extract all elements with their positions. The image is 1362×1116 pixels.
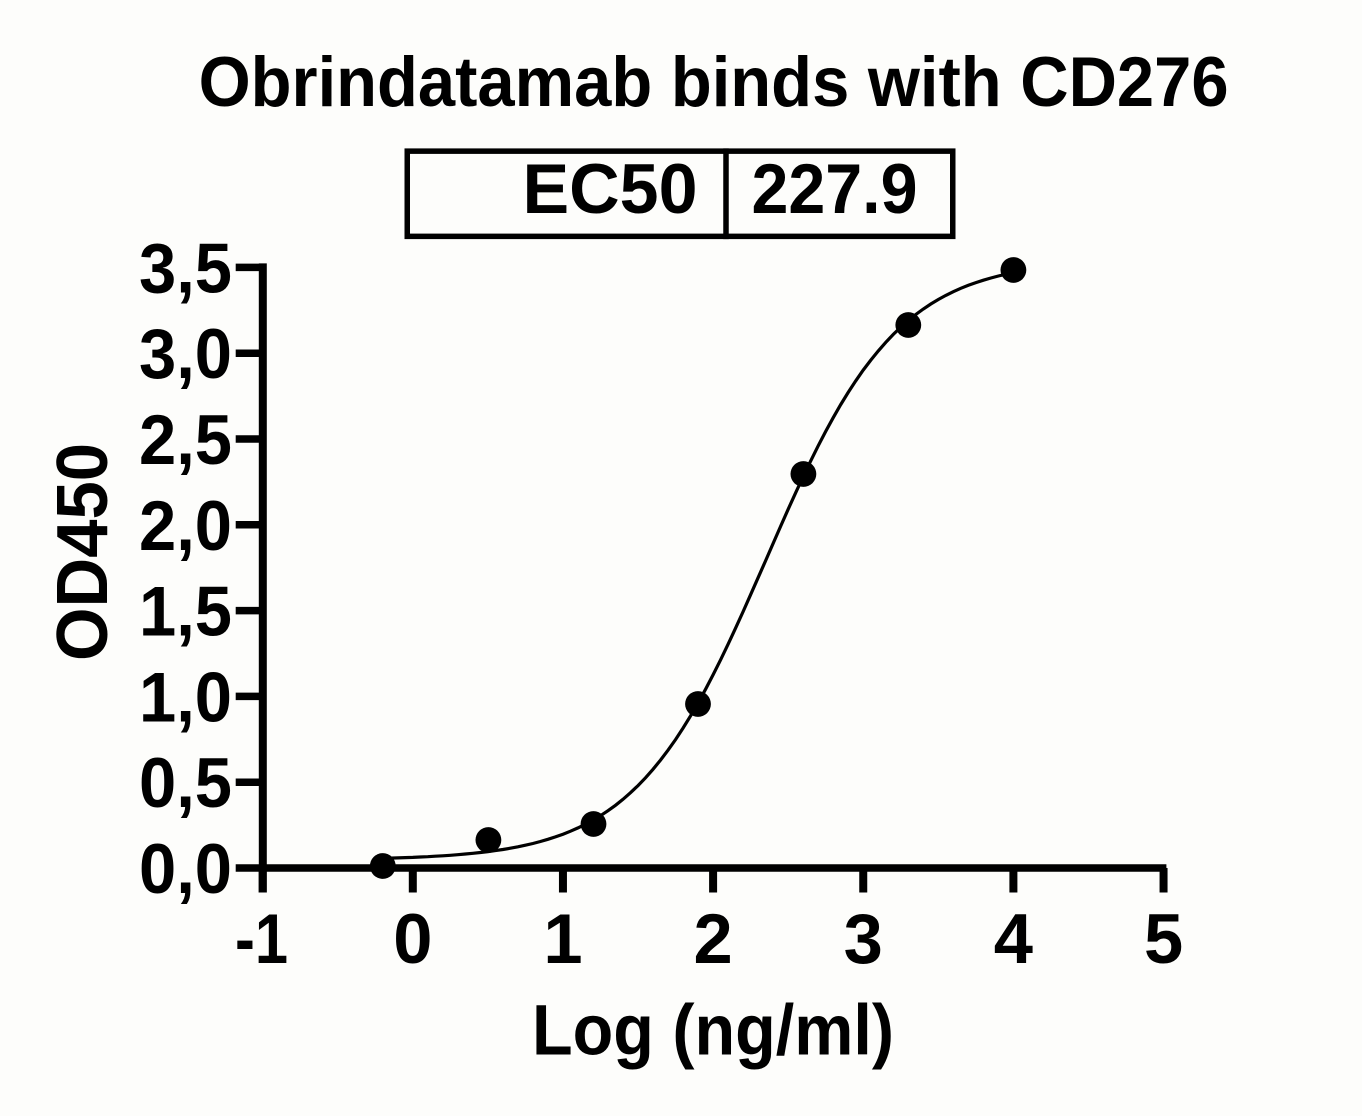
- svg-text:EC50: EC50: [523, 149, 698, 228]
- svg-text:4: 4: [994, 899, 1033, 978]
- svg-text:1,5: 1,5: [139, 572, 232, 651]
- svg-text:2: 2: [693, 899, 732, 978]
- svg-text:227.9: 227.9: [752, 149, 918, 228]
- svg-text:1,0: 1,0: [139, 657, 232, 736]
- svg-text:0,0: 0,0: [139, 829, 232, 908]
- svg-text:0,5: 0,5: [139, 743, 232, 822]
- svg-text:3,5: 3,5: [139, 228, 232, 307]
- svg-text:Log (ng/ml): Log (ng/ml): [532, 991, 894, 1071]
- svg-text:3: 3: [844, 899, 883, 978]
- svg-text:2,5: 2,5: [139, 400, 232, 479]
- svg-text:OD450: OD450: [43, 443, 123, 661]
- svg-text:3,0: 3,0: [139, 314, 232, 393]
- svg-text:-1: -1: [235, 899, 288, 978]
- svg-text:2,0: 2,0: [139, 486, 232, 565]
- svg-text:Obrindatamab binds with CD276: Obrindatamab binds with CD276: [199, 42, 1229, 121]
- svg-text:1: 1: [543, 899, 582, 978]
- svg-text:5: 5: [1144, 899, 1183, 978]
- svg-text:0: 0: [393, 899, 432, 978]
